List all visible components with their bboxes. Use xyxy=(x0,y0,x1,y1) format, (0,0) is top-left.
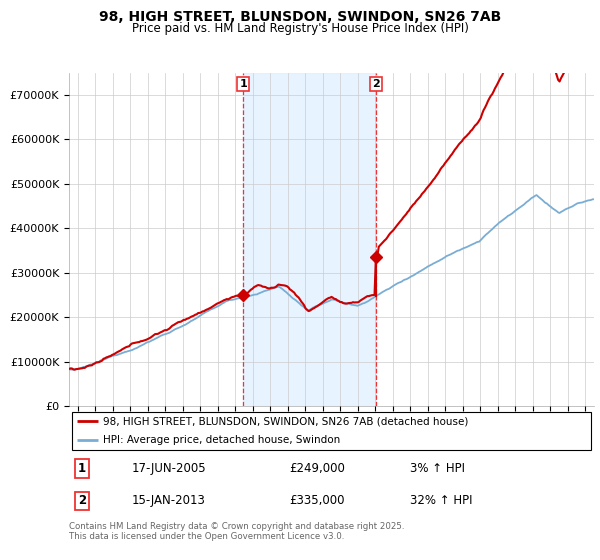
Text: 98, HIGH STREET, BLUNSDON, SWINDON, SN26 7AB: 98, HIGH STREET, BLUNSDON, SWINDON, SN26… xyxy=(99,10,501,24)
Text: 1: 1 xyxy=(78,462,86,475)
Text: 2: 2 xyxy=(78,494,86,507)
Text: 1: 1 xyxy=(239,80,247,90)
Text: 98, HIGH STREET, BLUNSDON, SWINDON, SN26 7AB (detached house): 98, HIGH STREET, BLUNSDON, SWINDON, SN26… xyxy=(103,417,469,426)
Text: HPI: Average price, detached house, Swindon: HPI: Average price, detached house, Swin… xyxy=(103,435,340,445)
FancyBboxPatch shape xyxy=(71,412,592,450)
Text: 3% ↑ HPI: 3% ↑ HPI xyxy=(410,462,465,475)
Text: 32% ↑ HPI: 32% ↑ HPI xyxy=(410,494,473,507)
Text: £249,000: £249,000 xyxy=(290,462,346,475)
Text: Price paid vs. HM Land Registry's House Price Index (HPI): Price paid vs. HM Land Registry's House … xyxy=(131,22,469,35)
Bar xyxy=(244,73,376,406)
Text: £335,000: £335,000 xyxy=(290,494,345,507)
Text: 2: 2 xyxy=(372,80,380,90)
Text: Contains HM Land Registry data © Crown copyright and database right 2025.
This d: Contains HM Land Registry data © Crown c… xyxy=(69,522,404,542)
Text: 15-JAN-2013: 15-JAN-2013 xyxy=(132,494,206,507)
Text: 17-JUN-2005: 17-JUN-2005 xyxy=(132,462,206,475)
